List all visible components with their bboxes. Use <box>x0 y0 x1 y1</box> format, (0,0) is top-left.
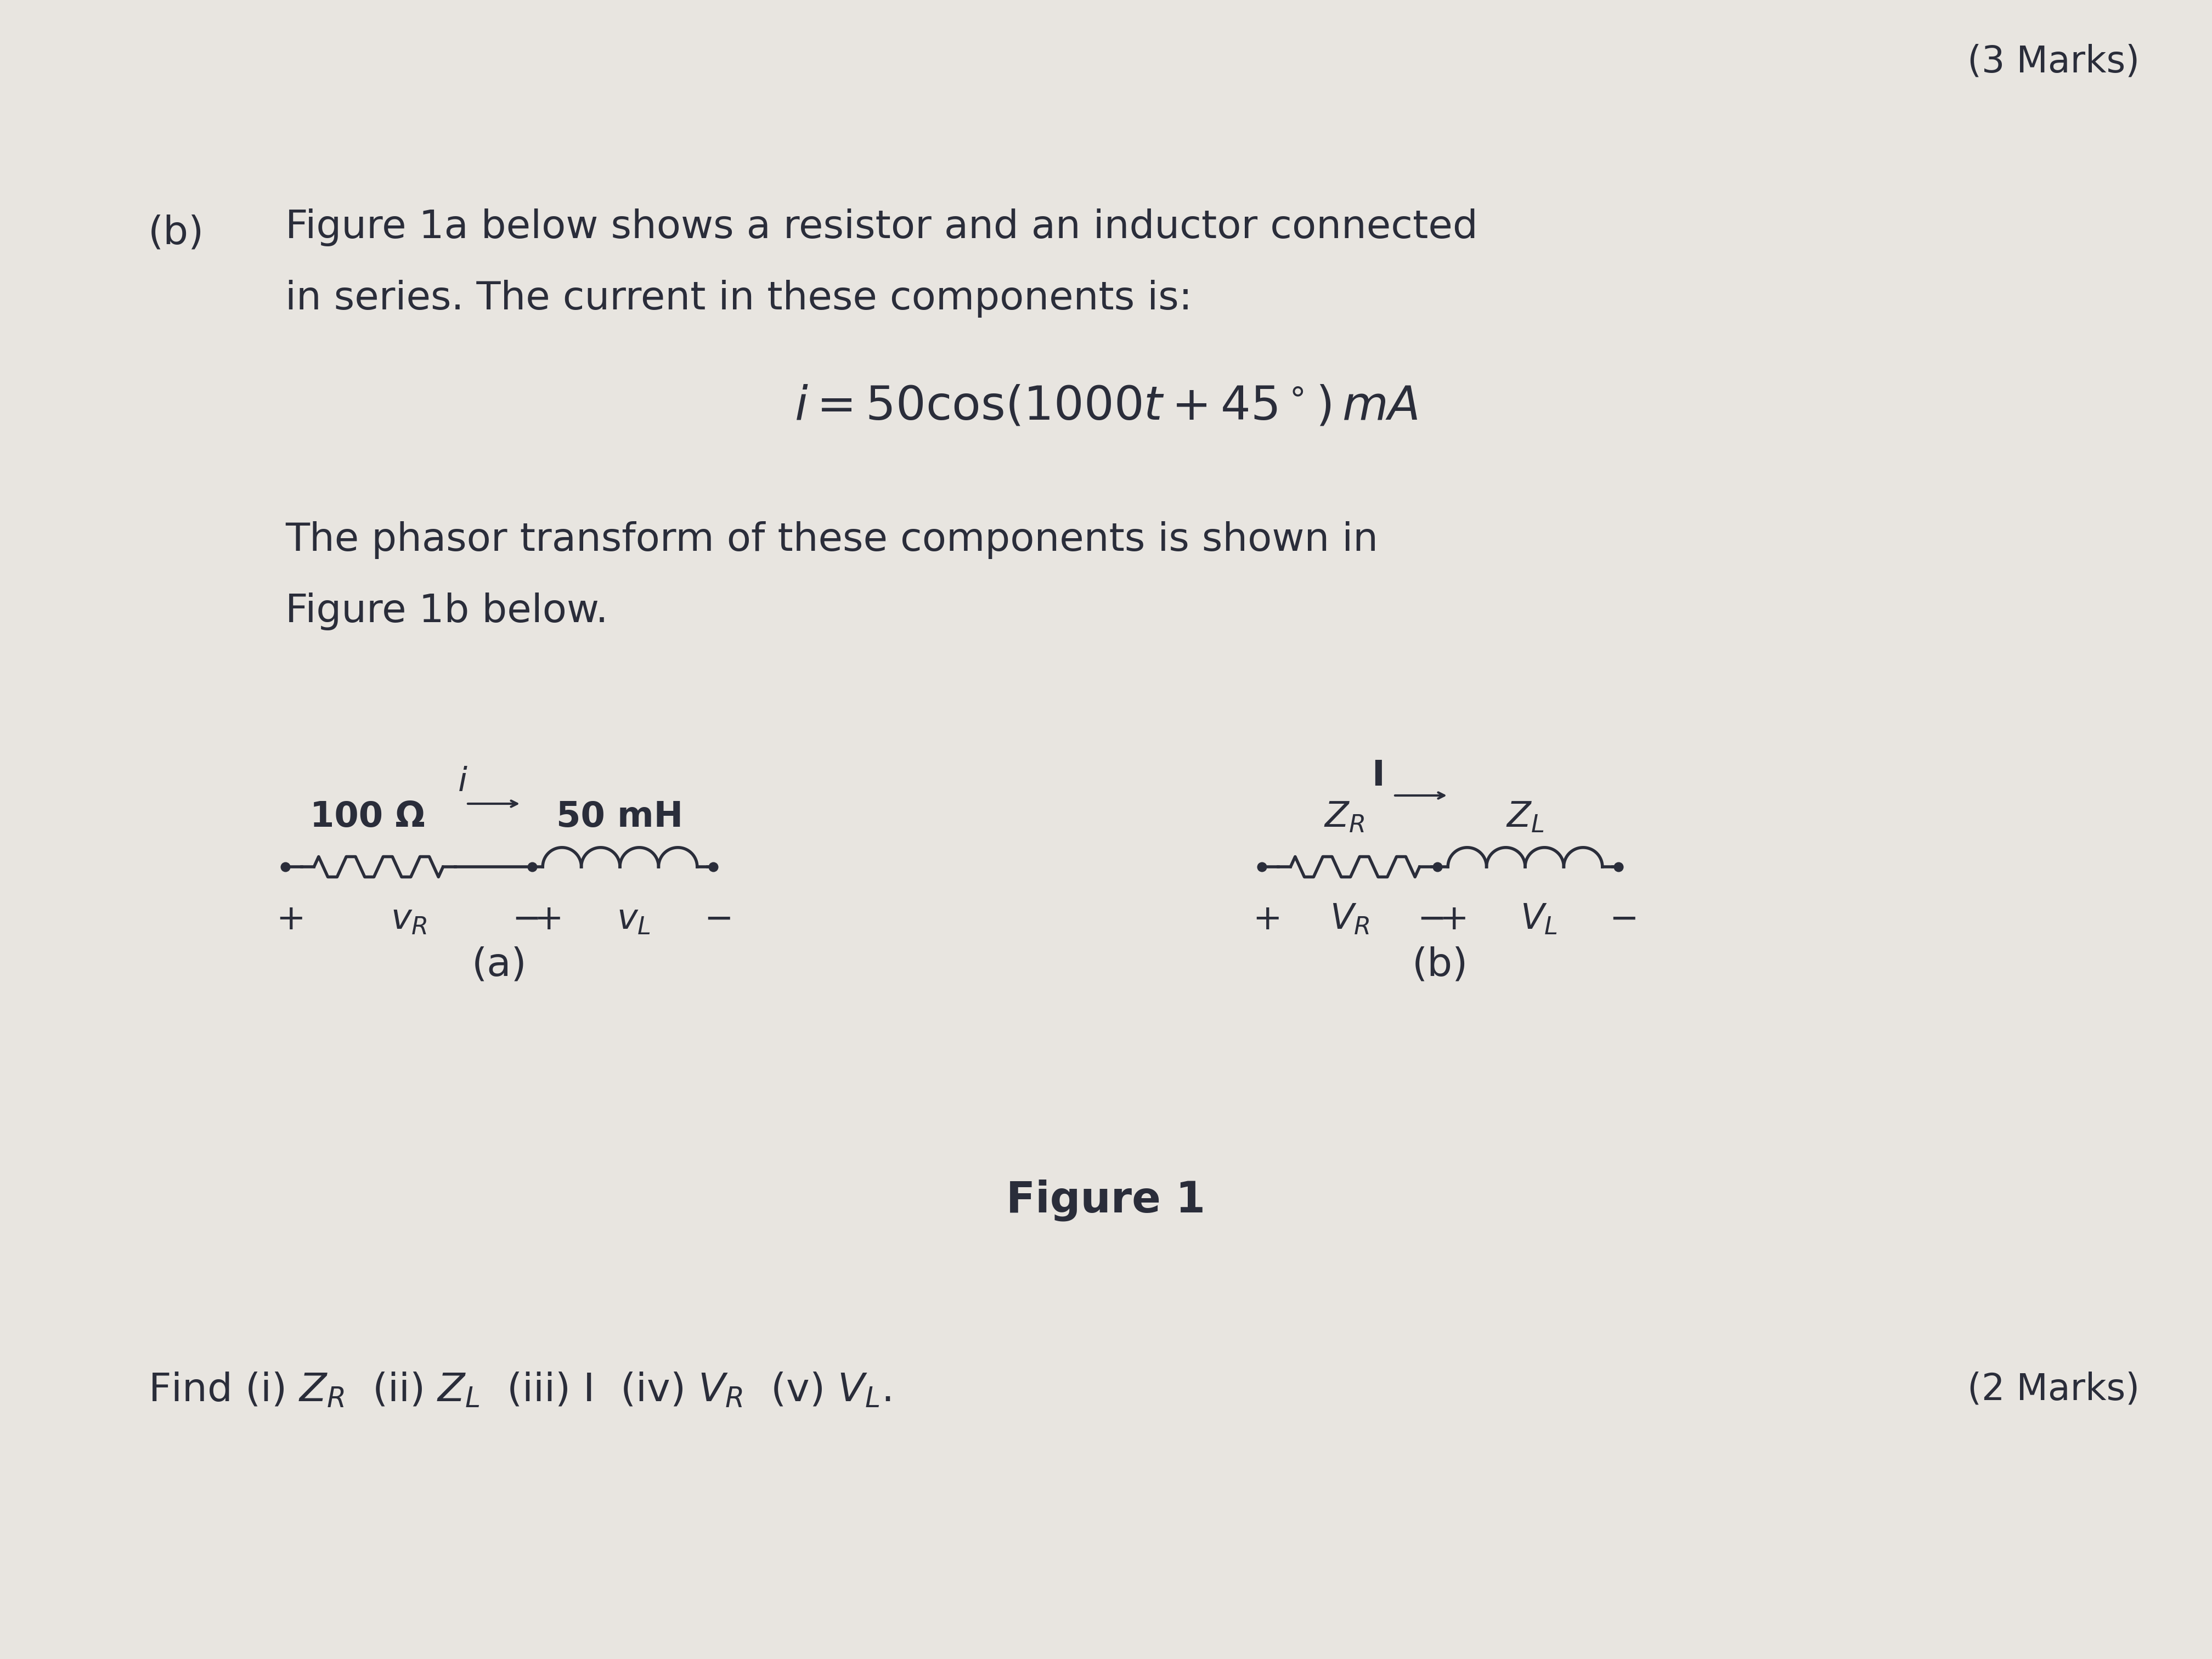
Text: $v_R$: $v_R$ <box>392 902 427 936</box>
Text: in series. The current in these components is:: in series. The current in these componen… <box>285 280 1192 317</box>
Text: $v_L$: $v_L$ <box>617 902 650 936</box>
Text: Find (i) $Z_R$  (ii) $Z_L$  (iii) I  (iv) $V_R$  (v) $V_L$.: Find (i) $Z_R$ (ii) $Z_L$ (iii) I (iv) $… <box>148 1372 891 1410</box>
Text: Figure 1: Figure 1 <box>1006 1180 1206 1221</box>
Text: The phasor transform of these components is shown in: The phasor transform of these components… <box>285 521 1378 559</box>
Text: $Z_L$: $Z_L$ <box>1506 800 1544 834</box>
Text: +: + <box>1252 902 1283 936</box>
Text: +: + <box>276 902 305 936</box>
Text: $V_L$: $V_L$ <box>1520 902 1557 936</box>
Text: 50 mH: 50 mH <box>557 800 684 834</box>
Text: (3 Marks): (3 Marks) <box>1966 43 2139 80</box>
Text: (2 Marks): (2 Marks) <box>1966 1372 2139 1408</box>
Text: i: i <box>458 766 467 798</box>
Text: $i = 50\cos(1000t + 45^\circ)\,mA$: $i = 50\cos(1000t + 45^\circ)\,mA$ <box>794 383 1418 430</box>
Text: −: − <box>1418 902 1447 936</box>
Text: $V_R$: $V_R$ <box>1329 902 1369 936</box>
Text: −: − <box>1608 902 1639 936</box>
Text: $Z_R$: $Z_R$ <box>1323 800 1365 834</box>
Text: Figure 1a below shows a resistor and an inductor connected: Figure 1a below shows a resistor and an … <box>285 209 1478 246</box>
Text: 100 Ω: 100 Ω <box>310 800 425 834</box>
Text: +: + <box>1440 902 1469 936</box>
Text: (a): (a) <box>471 946 526 984</box>
Text: Figure 1b below.: Figure 1b below. <box>285 592 608 630</box>
Text: (b): (b) <box>148 214 204 252</box>
Text: −: − <box>511 902 542 936</box>
Text: −: − <box>703 902 734 936</box>
Text: +: + <box>533 902 564 936</box>
Text: I: I <box>1371 758 1385 793</box>
Text: (b): (b) <box>1411 946 1469 984</box>
